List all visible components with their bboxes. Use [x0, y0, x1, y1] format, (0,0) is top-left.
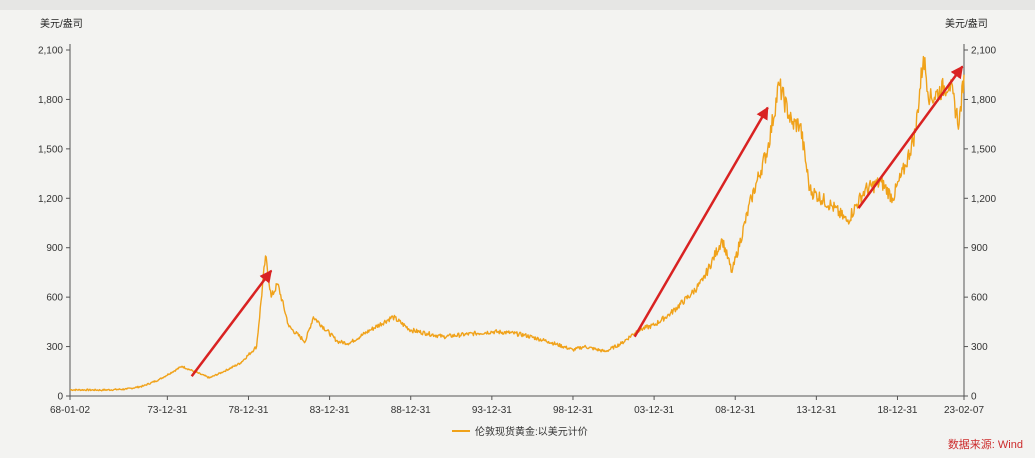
x-tick-label: 18-12-31 [877, 405, 917, 416]
source-label: 数据来源: Wind [947, 439, 1023, 451]
trend-arrow [633, 106, 769, 338]
y-tick-label-right: 900 [971, 243, 988, 254]
y-tick-label-right: 600 [971, 293, 988, 304]
x-tick-label: 88-12-31 [391, 405, 431, 416]
x-tick-label: 98-12-31 [553, 405, 593, 416]
x-tick-label: 73-12-31 [147, 405, 187, 416]
y-tick-label-left: 600 [46, 293, 63, 304]
y-tick-label-right: 1,500 [971, 144, 996, 155]
y-tick-label-left: 0 [57, 392, 63, 403]
y-unit-left: 美元/盎司 [40, 17, 83, 30]
y-tick-label-left: 1,800 [38, 95, 63, 106]
y-unit-right: 美元/盎司 [945, 17, 988, 30]
x-tick-label: 68-01-02 [50, 405, 90, 416]
x-tick-label: 78-12-31 [228, 405, 268, 416]
y-tick-label-right: 1,800 [971, 95, 996, 106]
y-tick-label-left: 300 [46, 342, 63, 353]
y-tick-label-right: 1,200 [971, 194, 996, 205]
legend: 伦敦现货黄金:以美元计价 [452, 425, 588, 438]
x-tick-label: 13-12-31 [796, 405, 836, 416]
trend-arrow [857, 65, 964, 209]
series-layer [69, 55, 965, 392]
top-band [0, 0, 1035, 10]
axes: 0 0 300 300 600 600 900 900 1,200 1,200 1,500 1,500… [38, 44, 996, 416]
y-tick-label-right: 0 [971, 392, 977, 403]
series-line-gold [69, 55, 965, 392]
legend-label: 伦敦现货黄金:以美元计价 [475, 425, 588, 438]
x-tick-label: 08-12-31 [715, 405, 755, 416]
y-tick-label-left: 2,100 [38, 46, 63, 57]
trend-arrow [190, 269, 273, 377]
y-tick-label-left: 1,200 [38, 194, 63, 205]
x-tick-label: 83-12-31 [310, 405, 350, 416]
y-tick-label-left: 900 [46, 243, 63, 254]
annotations [190, 65, 964, 377]
x-tick-label: 03-12-31 [634, 405, 674, 416]
y-tick-label-left: 1,500 [38, 144, 63, 155]
x-tick-label: 23-02-07 [944, 405, 984, 416]
y-tick-label-right: 300 [971, 342, 988, 353]
y-tick-label-right: 2,100 [971, 46, 996, 57]
x-tick-label: 93-12-31 [472, 405, 512, 416]
